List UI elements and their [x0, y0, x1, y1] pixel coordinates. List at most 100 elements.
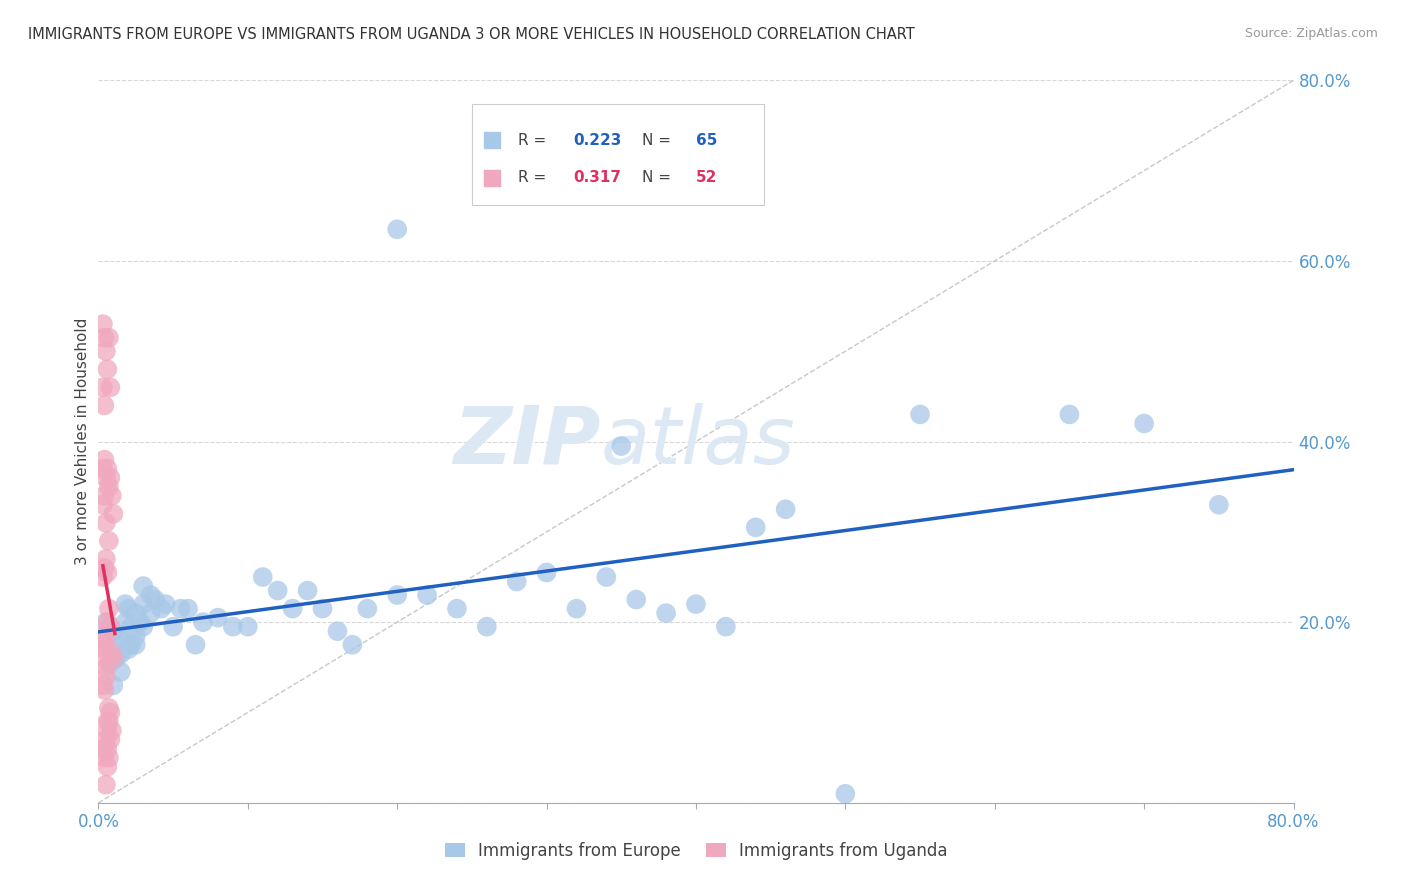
Point	[94, 552, 117, 566]
Point	[96, 566, 118, 580]
Point	[342, 638, 364, 652]
Text: IMMIGRANTS FROM EUROPE VS IMMIGRANTS FROM UGANDA 3 OR MORE VEHICLES IN HOUSEHOLD: IMMIGRANTS FROM EUROPE VS IMMIGRANTS FRO…	[28, 27, 915, 42]
Point	[91, 651, 114, 665]
Point	[96, 615, 118, 630]
Point	[96, 760, 118, 774]
Point	[91, 678, 114, 692]
Point	[610, 439, 633, 453]
Point	[103, 507, 125, 521]
Point	[834, 787, 856, 801]
Text: 0.223: 0.223	[572, 133, 621, 148]
Point	[97, 480, 120, 494]
Point	[103, 678, 125, 692]
Point	[506, 574, 529, 589]
Point	[114, 615, 136, 630]
Point	[97, 714, 120, 729]
Point	[105, 651, 128, 665]
Point	[94, 471, 117, 485]
Point	[94, 344, 117, 359]
Point	[129, 615, 152, 630]
Point	[267, 583, 290, 598]
Point	[110, 665, 132, 679]
Point	[91, 317, 114, 331]
Point	[655, 606, 678, 620]
Point	[96, 714, 118, 729]
Point	[475, 620, 498, 634]
Point	[125, 629, 148, 643]
Point	[117, 642, 139, 657]
Point	[222, 620, 245, 634]
Point	[236, 620, 259, 634]
Point	[94, 732, 117, 747]
Point	[565, 601, 588, 615]
Point	[125, 638, 148, 652]
Point	[446, 601, 468, 615]
Point	[110, 647, 132, 661]
Point	[93, 452, 115, 467]
Point	[125, 606, 148, 620]
Point	[105, 629, 128, 643]
Point	[96, 741, 118, 756]
Text: 52: 52	[696, 170, 717, 186]
Point	[101, 647, 124, 661]
Point	[98, 732, 122, 747]
Point	[96, 461, 118, 475]
Point	[281, 601, 304, 615]
Point	[91, 570, 114, 584]
Point	[139, 588, 162, 602]
Point	[91, 629, 114, 643]
Point	[177, 601, 200, 615]
Point	[714, 620, 737, 634]
FancyBboxPatch shape	[485, 169, 501, 186]
Point	[94, 615, 117, 630]
Point	[297, 583, 319, 598]
Point	[1208, 498, 1230, 512]
Point	[98, 471, 122, 485]
Point	[155, 597, 177, 611]
Point	[97, 750, 120, 764]
Point	[91, 380, 114, 394]
Point	[207, 610, 229, 624]
Point	[416, 588, 439, 602]
Point	[98, 706, 122, 720]
Point	[326, 624, 349, 639]
Point	[908, 408, 931, 422]
Point	[93, 642, 115, 657]
Point	[745, 520, 768, 534]
Point	[536, 566, 558, 580]
Legend: Immigrants from Europe, Immigrants from Uganda: Immigrants from Europe, Immigrants from …	[437, 836, 955, 867]
Point	[103, 651, 125, 665]
Text: ZIP: ZIP	[453, 402, 600, 481]
Point	[114, 597, 136, 611]
FancyBboxPatch shape	[472, 104, 763, 204]
Point	[93, 331, 115, 345]
Point	[595, 570, 617, 584]
Point	[775, 502, 797, 516]
Point	[97, 701, 120, 715]
Point	[94, 660, 117, 674]
Point	[150, 601, 173, 615]
Point	[110, 633, 132, 648]
Point	[132, 579, 155, 593]
Point	[93, 398, 115, 412]
Point	[252, 570, 274, 584]
Point	[132, 620, 155, 634]
Point	[1133, 417, 1156, 431]
Point	[98, 620, 122, 634]
Point	[91, 461, 114, 475]
Point	[311, 601, 333, 615]
Point	[98, 380, 122, 394]
FancyBboxPatch shape	[485, 132, 501, 148]
Point	[191, 615, 214, 630]
Point	[96, 723, 118, 738]
Point	[91, 741, 114, 756]
Text: atlas: atlas	[600, 402, 796, 481]
Point	[139, 606, 162, 620]
Point	[117, 601, 139, 615]
Point	[93, 489, 115, 503]
Text: N =: N =	[643, 170, 676, 186]
Text: 0.317: 0.317	[572, 170, 621, 186]
Point	[93, 750, 115, 764]
Point	[120, 638, 142, 652]
Point	[94, 516, 117, 530]
